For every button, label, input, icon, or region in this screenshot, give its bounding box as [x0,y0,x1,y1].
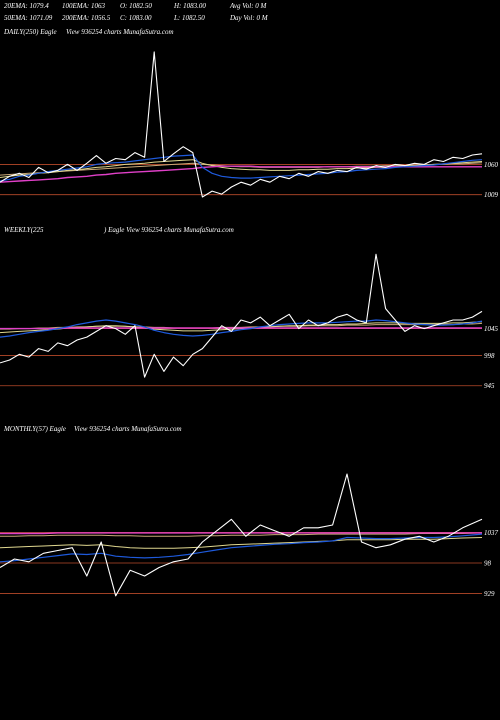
header-day-vol: Day Vol: 0 M [230,14,268,22]
header-close: C: 1083.00 [120,14,152,22]
monthly-ema200-line [0,532,482,535]
header-ema100: 100EMA: 1063 [62,2,105,10]
monthly-price-line [0,473,483,597]
header-avg-vol: Avg Vol: 0 M [230,2,267,10]
header-high: H: 1083.00 [174,2,206,10]
monthly-title-right: View 936254 charts MunafaSutra.com [74,425,182,433]
header-ema20: 20EMA: 1079.4 [4,2,49,10]
daily-title-left: DAILY(250) Eagle [4,28,57,36]
daily-level-label-0: 1060 [484,161,499,169]
monthly-title-left: MONTHLY(57) Eagle [4,425,66,433]
daily-level-label-1: 1009 [484,191,499,199]
header-open: O: 1082.50 [120,2,152,10]
daily-price-line [0,51,483,198]
weekly-price-line [0,253,483,378]
monthly-level-label-1: 98 [484,559,492,567]
daily-title-right: View 936254 charts MunafaSutra.com [66,28,174,36]
weekly-title-right: ) Eagle View 936254 charts MunafaSutra.c… [104,226,234,234]
monthly-ema50-line [0,537,483,549]
weekly-ema20-line [0,319,483,338]
monthly-ema20-line [0,533,483,563]
monthly-level-label-2: 929 [484,590,495,598]
weekly-title-left: WEEKLY(225 [4,226,44,234]
weekly-level-label-2: 945 [484,382,495,390]
weekly-level-label-0: 1045 [484,325,499,333]
header-ema50: 50EMA: 1071.09 [4,14,53,22]
header-ema200: 200EMA: 1056.5 [62,14,111,22]
header-low: L: 1082.50 [174,14,205,22]
weekly-level-label-1: 998 [484,352,495,360]
monthly-ema100-line [0,532,483,537]
monthly-level-label-0: 1037 [484,529,499,537]
